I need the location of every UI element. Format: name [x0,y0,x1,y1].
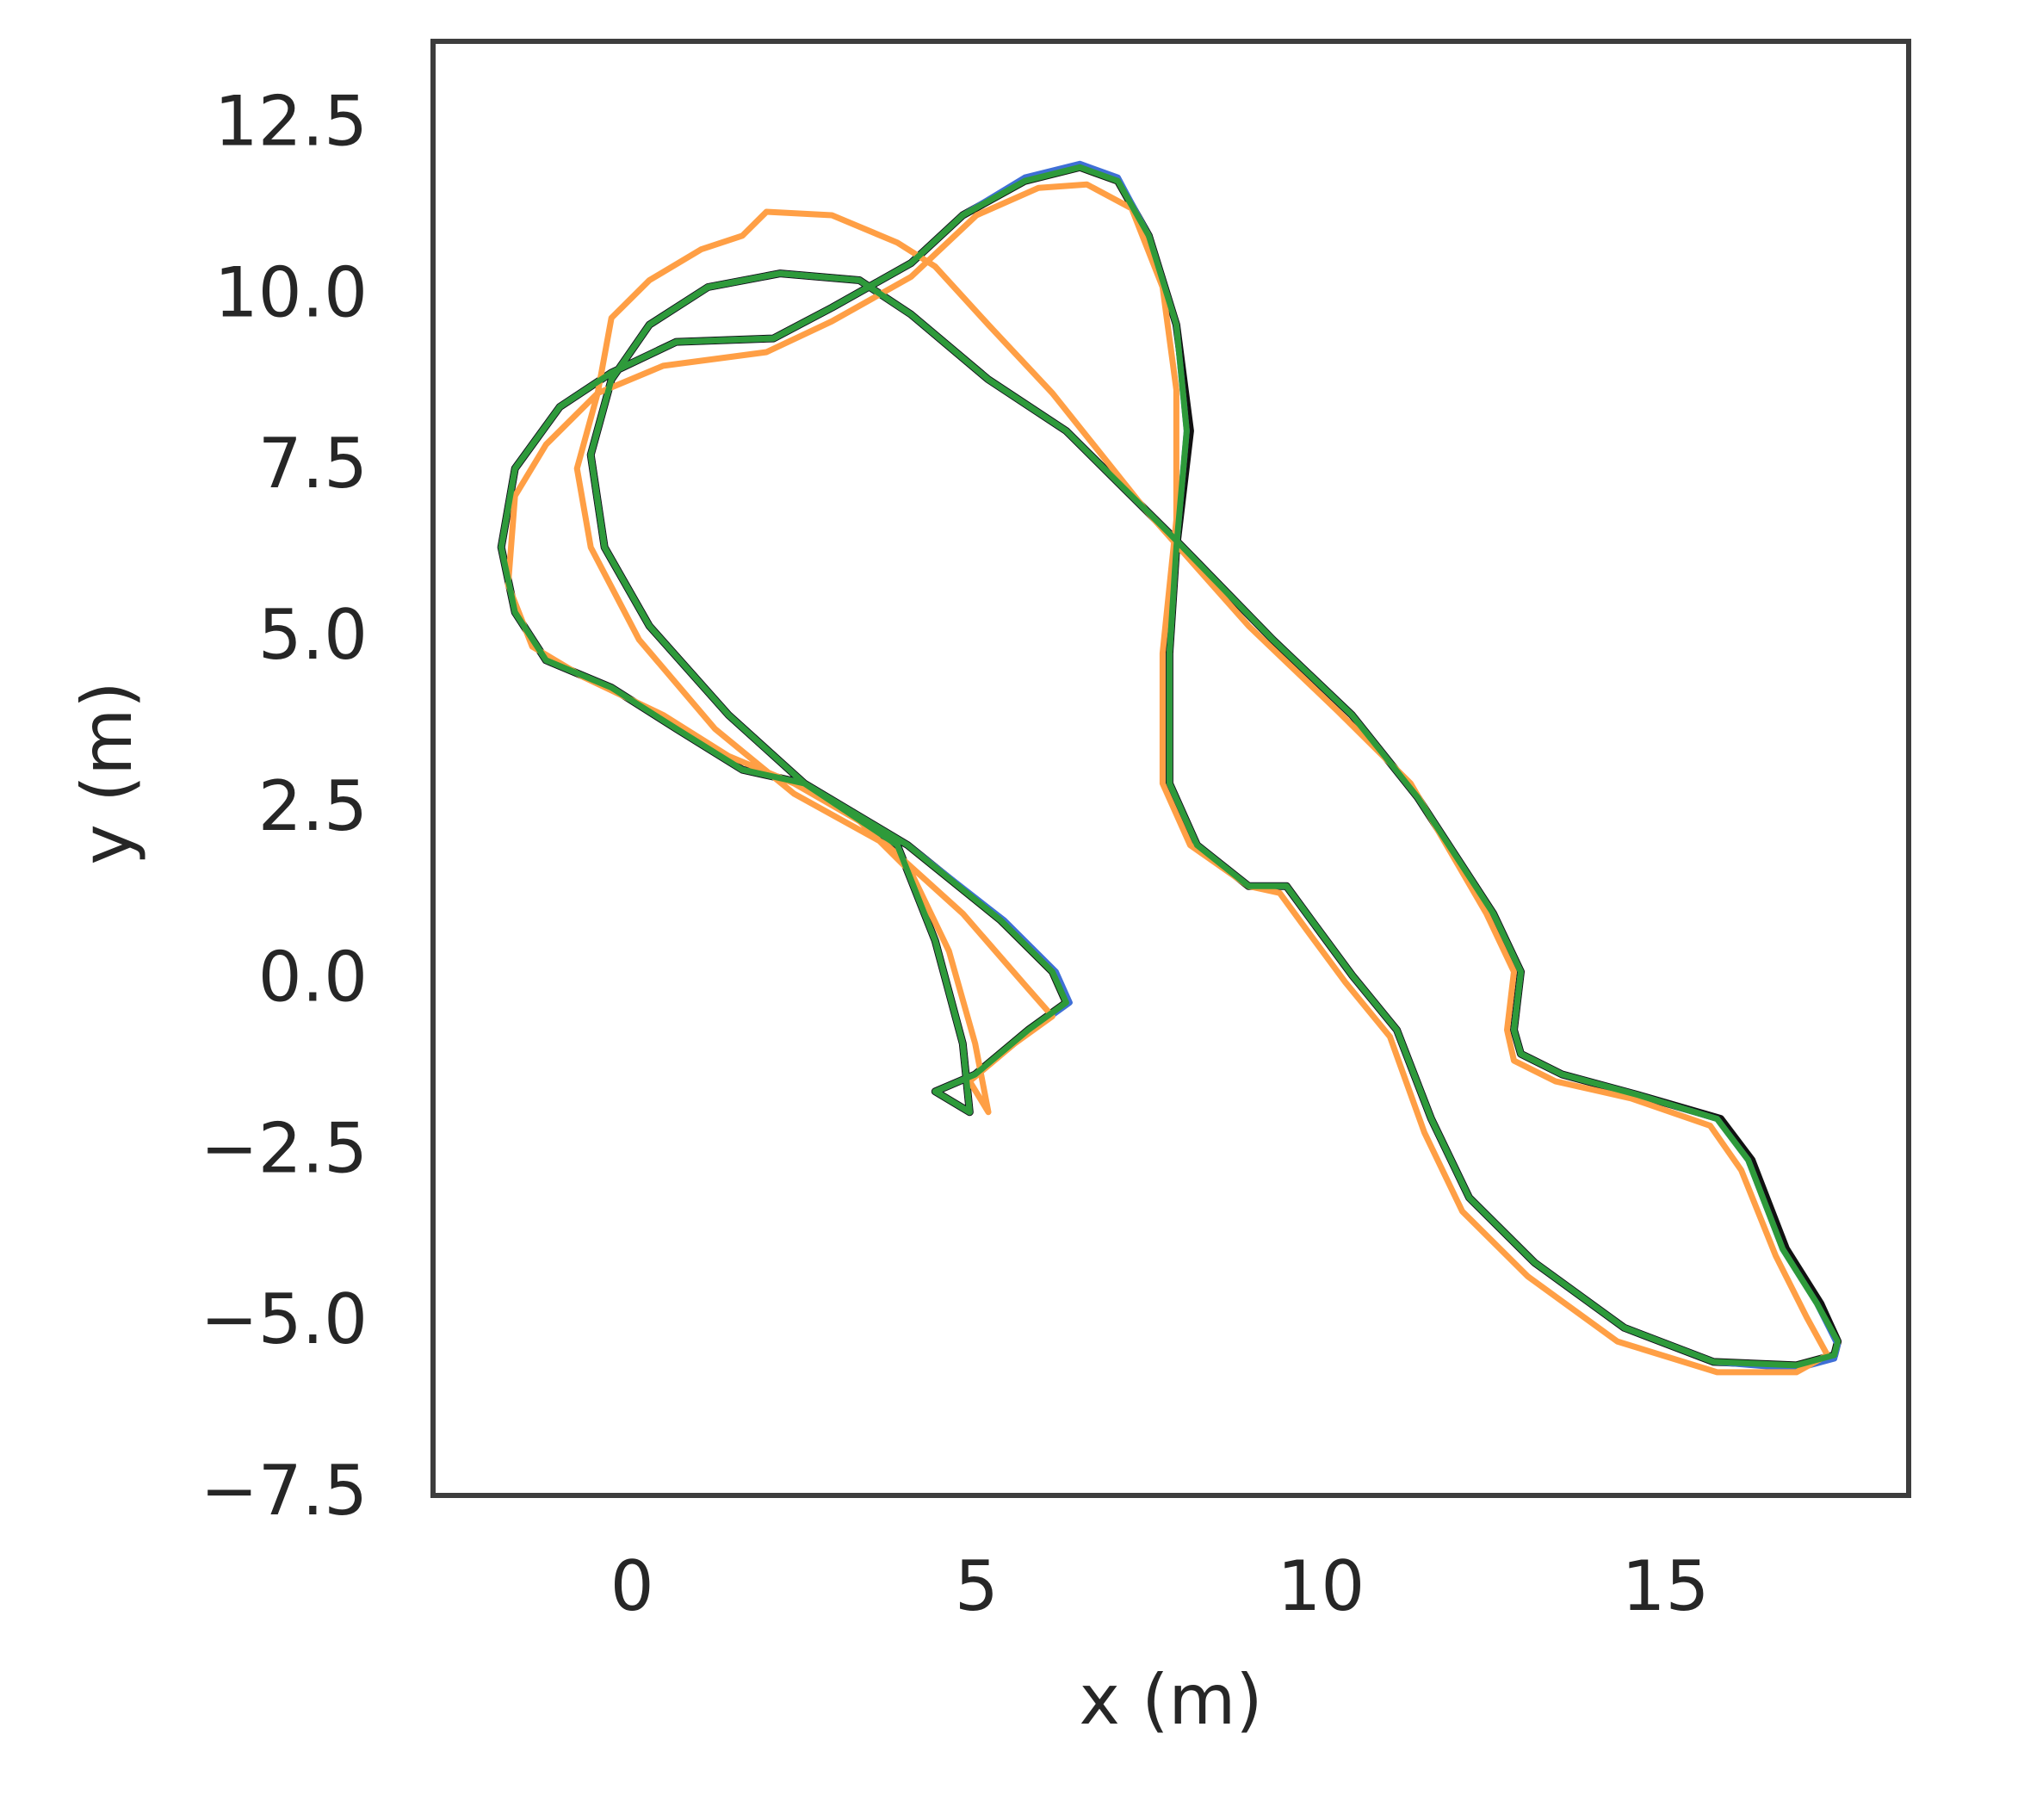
trajectory-line [504,181,1831,1376]
y-tick-label: 7.5 [258,424,368,504]
x-tick-label: 0 [610,1546,654,1626]
y-tick-label: −2.5 [201,1108,368,1188]
x-tick-label: 10 [1278,1546,1365,1626]
y-tick-label: 2.5 [258,766,368,846]
y-tick-label: 5.0 [258,595,368,675]
trajectory-line [498,164,1842,1369]
x-axis-label: x (m) [1079,1660,1262,1740]
y-tick-label: −5.0 [201,1279,368,1359]
y-tick-label: −7.5 [201,1451,368,1531]
y-tick-label: 10.0 [214,252,368,332]
y-axis-label: y (m) [67,681,147,864]
y-tick-label: 0.0 [258,938,368,1018]
x-tick-label: 5 [955,1546,999,1626]
x-tick-label: 15 [1622,1546,1710,1626]
plot-frame [430,39,1911,1498]
y-tick-label: 12.5 [214,82,368,162]
